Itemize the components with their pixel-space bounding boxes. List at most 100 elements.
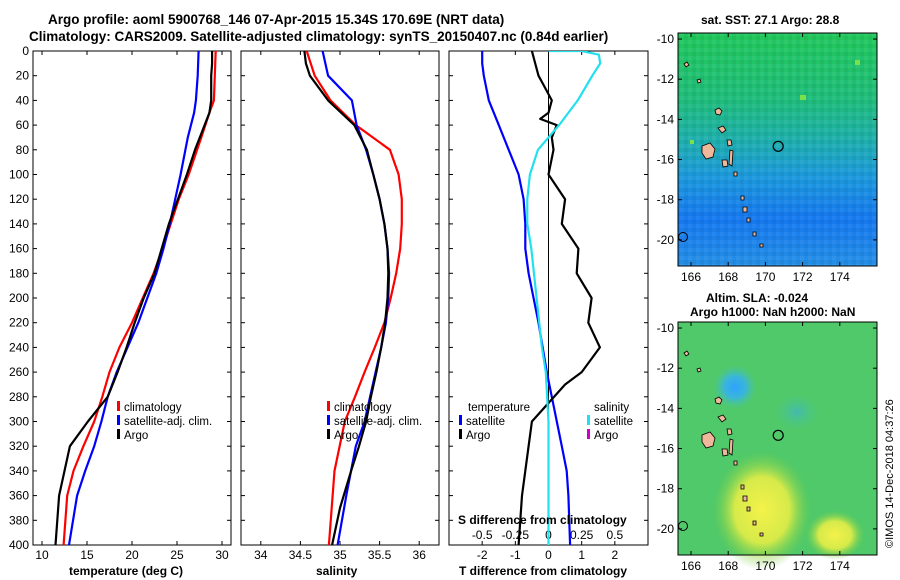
sla-map-frame bbox=[677, 321, 878, 556]
sla-high-anomaly bbox=[712, 450, 812, 570]
legend-swatch-t-satellite bbox=[459, 415, 462, 425]
legend-swatch-t-argo bbox=[459, 429, 462, 439]
x-tick-label: 35.5 bbox=[368, 548, 392, 562]
x-tick-label: -1 bbox=[510, 548, 521, 562]
depth-tick-label: 360 bbox=[9, 489, 29, 503]
imos-timestamp: ©IMOS 14-Dec-2018 04:37:26 bbox=[884, 399, 896, 548]
map-x-tick-label: 172 bbox=[793, 559, 813, 573]
difference-panel: -2 -1 0 1 2 -0.5-0.2500.250.5 temperature sa… bbox=[448, 50, 649, 578]
map-x-tick-label: 166 bbox=[681, 270, 701, 284]
depth-tick-label: 80 bbox=[16, 143, 30, 157]
depth-tick-label: 220 bbox=[9, 316, 29, 330]
map-y-tick-label: -14 bbox=[657, 401, 675, 415]
series-line-satellite-adj-clim bbox=[67, 51, 200, 545]
depth-tick-label: 0 bbox=[22, 44, 29, 58]
series-line-argo bbox=[303, 51, 390, 545]
sla-high-anomaly-east bbox=[805, 510, 865, 560]
map-y-tick-label: -14 bbox=[657, 112, 675, 126]
x-tick-label: 34 bbox=[254, 548, 268, 562]
legend-swatch-satellite bbox=[327, 415, 330, 425]
s-difference-x-axis: -0.5-0.2500.250.5 bbox=[472, 528, 624, 542]
map-y-tick-label: -16 bbox=[657, 153, 675, 167]
salinity-legend: climatology satellite-adj. clim. Argo bbox=[327, 401, 422, 442]
legend-satellite-adj: satellite-adj. clim. bbox=[334, 416, 422, 428]
depth-tick-label: 300 bbox=[9, 415, 29, 429]
sst-map-title: sat. SST: 27.1 Argo: 28.8 bbox=[701, 13, 840, 27]
s-diff-tick-label: -0.25 bbox=[502, 528, 530, 542]
legend-salinity-title: salinity bbox=[594, 402, 629, 414]
depth-tick-label: 20 bbox=[16, 69, 30, 83]
s-difference-axis-label: S difference from climatology bbox=[458, 513, 627, 527]
depth-tick-label: 340 bbox=[9, 464, 29, 478]
sst-map-axes: 166 168 170 172 174 -10 -12 -14 -16 -18 -20 bbox=[657, 32, 877, 284]
map-y-tick-label: -10 bbox=[657, 321, 675, 335]
salinity-x-axis: 34 34.5 35 35.5 36 bbox=[254, 51, 426, 562]
depth-tick-label: 120 bbox=[9, 192, 29, 206]
map-x-tick-label: 170 bbox=[755, 270, 775, 284]
legend-swatch-argo bbox=[327, 429, 330, 439]
figure-title-line1: Argo profile: aoml 5900768_146 07-Apr-20… bbox=[48, 12, 504, 27]
map-x-tick-label: 168 bbox=[718, 559, 738, 573]
map-y-tick-label: -20 bbox=[657, 233, 675, 247]
salinity-axis-label: salinity bbox=[316, 564, 358, 578]
depth-tick-label: 160 bbox=[9, 242, 29, 256]
legend-swatch-s-satellite bbox=[587, 415, 590, 425]
x-tick-label: 2 bbox=[611, 548, 618, 562]
depth-tick-label: 200 bbox=[9, 291, 29, 305]
x-tick-label: 20 bbox=[125, 548, 139, 562]
series-line-s-satellite bbox=[526, 51, 602, 545]
temperature-x-axis: 10 15 20 25 30 bbox=[35, 51, 229, 562]
temperature-panel: 0 20 40 60 80 100 120 140 160 180 200 220 240 260 280 3… bbox=[9, 44, 232, 578]
legend-argo: Argo bbox=[124, 430, 148, 442]
depth-tick-label: 280 bbox=[9, 390, 29, 404]
temperature-axis-label: temperature (deg C) bbox=[69, 564, 183, 578]
depth-tick-label: 60 bbox=[16, 118, 30, 132]
x-tick-label: 36 bbox=[413, 548, 427, 562]
depth-tick-label: 180 bbox=[9, 266, 29, 280]
sst-argo-position-marker bbox=[772, 140, 784, 152]
map-y-tick-label: -10 bbox=[657, 32, 675, 46]
legend-swatch-climatology bbox=[117, 401, 120, 411]
map-x-tick-label: 170 bbox=[755, 559, 775, 573]
sla-map-title: Altim. SLA: -0.024 bbox=[706, 291, 808, 305]
map-y-tick-label: -12 bbox=[657, 72, 675, 86]
figure-title-line2: Climatology: CARS2009. Satellite-adjuste… bbox=[29, 29, 608, 44]
x-tick-label: 1 bbox=[578, 548, 585, 562]
x-tick-label: -2 bbox=[477, 548, 488, 562]
sla-islands bbox=[683, 350, 764, 537]
legend-climatology: climatology bbox=[334, 402, 392, 414]
legend-swatch-s-argo bbox=[587, 429, 590, 439]
series-line-satellite-adj-clim bbox=[321, 51, 391, 545]
difference-depth-ticks bbox=[449, 50, 648, 546]
temperature-axes-frame bbox=[32, 50, 232, 546]
depth-tick-label: 260 bbox=[9, 365, 29, 379]
sla-map-axes: 166 168 170 172 174 -10 -12 -14 -16 -18 -20 bbox=[657, 321, 877, 573]
series-line-t-satellite bbox=[481, 51, 572, 545]
sla-low-anomaly bbox=[713, 365, 757, 409]
salinity-axes-frame bbox=[240, 50, 440, 546]
legend-s-argo: Argo bbox=[594, 430, 618, 442]
map-x-tick-label: 166 bbox=[681, 559, 701, 573]
sst-map-panel: sat. SST: 27.1 Argo: 28.8 166 168 170 172 17… bbox=[657, 13, 878, 284]
depth-tick-label: 40 bbox=[16, 93, 30, 107]
depth-tick-label: 140 bbox=[9, 217, 29, 231]
depth-tick-label: 320 bbox=[9, 439, 29, 453]
sla-argo-position-marker bbox=[772, 429, 784, 441]
legend-temperature-title: temperature bbox=[468, 402, 530, 414]
sst-islands bbox=[683, 61, 764, 248]
depth-axis: 0 20 40 60 80 100 120 140 160 180 200 220 240 260 280 3… bbox=[9, 44, 231, 552]
x-tick-label: 34.5 bbox=[289, 548, 313, 562]
map-x-tick-label: 168 bbox=[718, 270, 738, 284]
legend-s-satellite: satellite bbox=[594, 416, 633, 428]
t-difference-axis-label: T difference from climatology bbox=[459, 564, 627, 578]
sla-map-panel: Altim. SLA: -0.024 Argo h1000: NaN h2000… bbox=[657, 291, 878, 573]
x-tick-label: 0 bbox=[545, 548, 552, 562]
map-y-tick-label: -12 bbox=[657, 361, 675, 375]
temperature-lines bbox=[54, 51, 217, 545]
x-tick-label: 25 bbox=[170, 548, 184, 562]
x-tick-label: 30 bbox=[215, 548, 229, 562]
map-y-tick-label: -16 bbox=[657, 442, 675, 456]
series-line-climatology bbox=[305, 51, 403, 545]
map-x-tick-label: 172 bbox=[793, 270, 813, 284]
